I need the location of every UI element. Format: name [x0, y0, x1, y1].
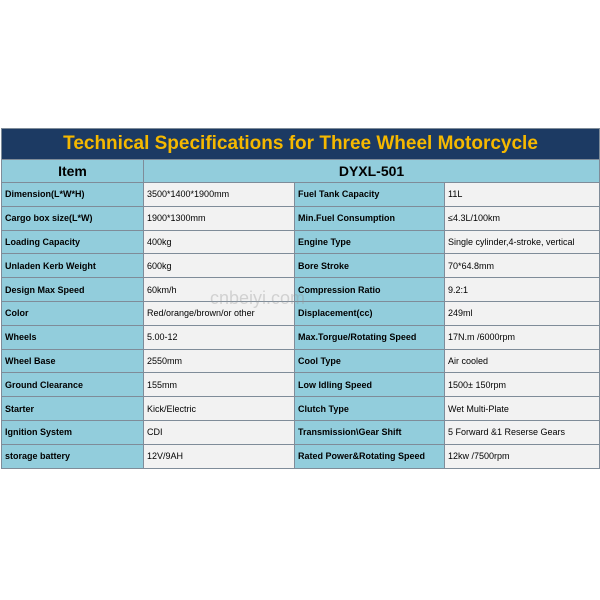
watermark: cnbeiyi.com [210, 288, 306, 308]
spec-value: 249ml [443, 300, 600, 326]
spec-value: 11L [443, 182, 600, 207]
spec-name: Transmission\Gear Shift [294, 419, 445, 445]
spec-value: Kick/Electric [143, 396, 295, 421]
header-cell: DYXL-501 [142, 159, 600, 183]
table-row: Starter Kick/Electric Clutch Type Wet Multi… [1, 396, 600, 421]
spec-name: storage battery [1, 443, 144, 469]
spec-name: Displacement(cc) [294, 300, 445, 326]
spec-name: Starter [1, 396, 144, 421]
spec-name: Low Idling Speed [294, 372, 445, 398]
spec-table: Technical Specifications for Three Wheel… [0, 128, 600, 469]
spec-value: 155mm [143, 372, 295, 398]
spec-value: 5.00-12 [143, 324, 295, 350]
spec-value: 1900*1300mm [143, 205, 295, 231]
spec-name: Design Max Speed [1, 277, 144, 302]
spec-name: Rated Power&Rotating Speed [294, 443, 445, 469]
table-row: Wheel Base 2550mm Cool Type Air cooled [1, 348, 600, 374]
table-title: Technical Specifications for Three Wheel… [0, 128, 600, 160]
spec-value: 12V/9AH [143, 443, 295, 469]
spec-name: Unladen Kerb Weight [1, 253, 144, 279]
spec-name: Ground Clearance [1, 372, 144, 398]
table-row: Dimension(L*W*H) 3500*1400*1900mm Fuel Tan… [1, 182, 600, 207]
spec-value: CDI [143, 419, 295, 445]
table-row: storage battery 12V/9AH Rated Power&Rotati… [1, 443, 600, 469]
spec-name: Cargo box size(L*W) [1, 205, 144, 231]
spec-value: 12kw /7500rpm [443, 443, 600, 469]
spec-value: 2550mm [143, 348, 295, 374]
spec-name: Loading Capacity [1, 229, 144, 255]
spec-value: ≤4.3L/100km [443, 205, 600, 231]
spec-value: 17N.m /6000rpm [443, 324, 600, 350]
table-row: Ground Clearance 155mm Low Idling Speed 150… [1, 372, 600, 398]
spec-value: 70*64.8mm [443, 253, 600, 279]
spec-name: Wheels [1, 324, 144, 350]
spec-value: 5 Forward &1 Reserse Gears [443, 419, 600, 445]
spec-name: Wheel Base [1, 348, 144, 374]
spec-value: Red/orange/brown/or other [143, 300, 295, 326]
spec-name: Compression Ratio [294, 277, 445, 302]
spec-name: Max.Torgue/Rotating Speed [294, 324, 445, 350]
spec-name: Dimension(L*W*H) [1, 182, 144, 207]
spec-value: 3500*1400*1900mm [143, 182, 295, 207]
header-cell: Item [1, 159, 144, 183]
spec-value: Air cooled [443, 348, 600, 374]
spec-value: Single cylinder,4-stroke, vertical [443, 229, 600, 255]
spec-name: Ignition System [1, 419, 144, 445]
spec-name: Min.Fuel Consumption [294, 205, 445, 231]
table-row: Cargo box size(L*W) 1900*1300mm Min.Fuel C… [1, 205, 600, 231]
spec-value: 600kg [143, 253, 295, 279]
spec-name: Color [1, 300, 144, 326]
spec-value: 9.2:1 [443, 277, 600, 302]
spec-value: Wet Multi-Plate [443, 396, 600, 421]
spec-value: 400kg [143, 229, 295, 255]
spec-name: Bore Stroke [294, 253, 445, 279]
spec-name: Cool Type [294, 348, 445, 374]
table-row: Loading Capacity 400kg Engine Type Single c… [1, 229, 600, 255]
spec-name: Clutch Type [294, 396, 445, 421]
table-row: Unladen Kerb Weight 600kg Bore Stroke 70*64… [1, 253, 600, 279]
spec-name: Fuel Tank Capacity [294, 182, 445, 207]
table-row: Color Red/orange/brown/or other Displaceme… [1, 300, 600, 326]
table-row: Wheels 5.00-12 Max.Torgue/Rotating Speed 17… [1, 324, 600, 350]
table-row: Ignition System CDI Transmission\Gear Shif… [1, 419, 600, 445]
spec-value: 1500± 150rpm [443, 372, 600, 398]
spec-name: Engine Type [294, 229, 445, 255]
